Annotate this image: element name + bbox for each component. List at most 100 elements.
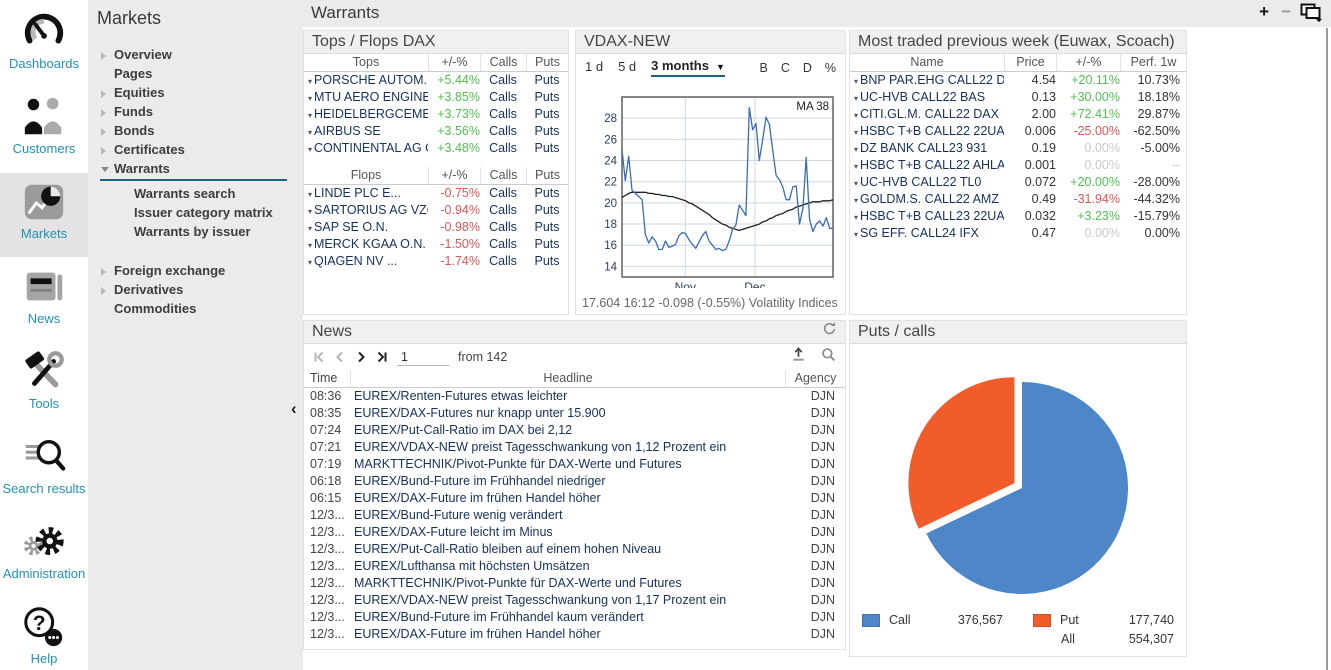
caret-down-icon[interactable]: ▾: [854, 128, 859, 137]
nav-item-derivatives[interactable]: Derivatives: [88, 280, 303, 299]
calls-link[interactable]: Calls: [489, 141, 517, 155]
sidebar-item-customers[interactable]: Customers: [0, 88, 88, 172]
instrument-link[interactable]: UC-HVB CALL22 TL0: [860, 175, 982, 189]
chart-button-d[interactable]: D: [802, 60, 812, 75]
calls-link[interactable]: Calls: [489, 124, 517, 138]
caret-down-icon[interactable]: ▾: [308, 258, 313, 267]
news-headline-link[interactable]: EUREX/DAX-Future im frühen Handel höher: [354, 627, 601, 641]
calls-link[interactable]: Calls: [489, 237, 517, 251]
caret-down-icon[interactable]: ▾: [854, 213, 859, 222]
news-headline-link[interactable]: EUREX/Renten-Futures etwas leichter: [354, 389, 568, 403]
next-page-button[interactable]: [355, 351, 367, 363]
caret-down-icon[interactable]: ▾: [308, 77, 313, 86]
puts-link[interactable]: Puts: [534, 220, 560, 234]
news-headline-link[interactable]: MARKTTECHNIK/Pivot-Punkte für DAX-Werte …: [354, 576, 682, 590]
last-page-button[interactable]: [376, 351, 388, 363]
chart-button-c[interactable]: C: [780, 60, 790, 75]
nav-item-commodities[interactable]: Commodities: [88, 299, 303, 318]
instrument-link[interactable]: HSBC T+B CALL22 AHLA: [860, 158, 1004, 172]
sidebar-item-administration[interactable]: Administration: [0, 513, 88, 597]
instrument-link[interactable]: HSBC T+B CALL22 22UA: [860, 124, 1004, 138]
puts-link[interactable]: Puts: [534, 141, 560, 155]
news-headline-link[interactable]: EUREX/Bund-Future wenig verändert: [354, 508, 563, 522]
instrument-link[interactable]: MTU AERO ENGINES N...: [314, 90, 428, 104]
calls-link[interactable]: Calls: [489, 90, 517, 104]
chart-button-b[interactable]: B: [759, 60, 768, 75]
puts-link[interactable]: Puts: [534, 203, 560, 217]
puts-link[interactable]: Puts: [534, 90, 560, 104]
layout-windows-icon[interactable]: [1300, 3, 1323, 27]
calls-link[interactable]: Calls: [489, 73, 517, 87]
caret-down-icon[interactable]: ▾: [308, 111, 313, 120]
news-headline-link[interactable]: EUREX/Bund-Future im Frühhandel niedrige…: [354, 474, 606, 488]
sidebar-item-dashboards[interactable]: Dashboards: [0, 3, 88, 87]
puts-link[interactable]: Puts: [534, 254, 560, 268]
instrument-link[interactable]: AIRBUS SE: [314, 124, 381, 138]
nav-item-bonds[interactable]: Bonds: [88, 121, 303, 140]
caret-down-icon[interactable]: ▾: [308, 224, 313, 233]
sidebar-item-markets[interactable]: Markets: [0, 173, 88, 257]
tab-3-months[interactable]: 3 months ▼: [651, 58, 725, 77]
nav-item-equities[interactable]: Equities: [88, 83, 303, 102]
sidebar-item-tools[interactable]: Tools: [0, 343, 88, 427]
chart-button-pct[interactable]: %: [824, 60, 836, 75]
sidebar-item-news[interactable]: News: [0, 258, 88, 342]
tab-1-d[interactable]: 1 d: [585, 59, 604, 74]
calls-link[interactable]: Calls: [489, 220, 517, 234]
puts-link[interactable]: Puts: [534, 186, 560, 200]
news-headline-link[interactable]: EUREX/Bund-Future im Frühhandel kaum ver…: [354, 610, 644, 624]
puts-link[interactable]: Puts: [534, 237, 560, 251]
caret-down-icon[interactable]: ▾: [854, 196, 859, 205]
caret-down-icon[interactable]: ▾: [854, 111, 859, 120]
sidebar-item-search-results[interactable]: Search results: [0, 428, 88, 512]
nav-item-funds[interactable]: Funds: [88, 102, 303, 121]
caret-down-icon[interactable]: ▾: [854, 230, 859, 239]
news-headline-link[interactable]: EUREX/Lufthansa mit höchsten Umsätzen: [354, 559, 590, 573]
previous-page-button[interactable]: [334, 351, 346, 363]
instrument-link[interactable]: BNP PAR.EHG CALL22 DAX: [860, 73, 1004, 87]
calls-link[interactable]: Calls: [489, 254, 517, 268]
instrument-link[interactable]: SG EFF. CALL24 IFX: [860, 226, 979, 240]
news-headline-link[interactable]: EUREX/VDAX-NEW preist Tagesschwankung vo…: [354, 593, 727, 607]
caret-down-icon[interactable]: ▾: [854, 179, 859, 188]
instrument-link[interactable]: SARTORIUS AG VZO O.N.: [314, 203, 428, 217]
caret-down-icon[interactable]: ▾: [308, 207, 313, 216]
calls-link[interactable]: Calls: [489, 107, 517, 121]
news-headline-link[interactable]: EUREX/Put-Call-Ratio bleiben auf einem h…: [354, 542, 662, 556]
caret-down-icon[interactable]: ▾: [854, 145, 859, 154]
news-headline-link[interactable]: EUREX/Put-Call-Ratio im DAX bei 2,12: [354, 423, 573, 437]
minimize-button[interactable]: −: [1281, 2, 1291, 21]
caret-down-icon[interactable]: ▾: [308, 190, 313, 199]
sidebar-item-help[interactable]: ? Help: [0, 598, 88, 670]
calls-link[interactable]: Calls: [489, 186, 517, 200]
puts-link[interactable]: Puts: [534, 107, 560, 121]
calls-link[interactable]: Calls: [489, 203, 517, 217]
caret-down-icon[interactable]: ▾: [308, 128, 313, 137]
nav-item-foreign-exchange[interactable]: Foreign exchange: [88, 261, 303, 280]
instrument-link[interactable]: DZ BANK CALL23 931: [860, 141, 988, 155]
instrument-link[interactable]: UC-HVB CALL22 BAS: [860, 90, 986, 104]
news-headline-link[interactable]: EUREX/DAX-Future im frühen Handel höher: [354, 491, 601, 505]
instrument-link[interactable]: CITI.GL.M. CALL22 DAX: [860, 107, 999, 121]
nav-item-warrants[interactable]: Warrants: [88, 159, 303, 178]
instrument-link[interactable]: PORSCHE AUTOM.HLDG...: [314, 73, 428, 87]
nav-subitem-issuer-category-matrix[interactable]: Issuer category matrix: [134, 205, 273, 220]
caret-down-icon[interactable]: ▾: [308, 94, 313, 103]
first-page-button[interactable]: [313, 351, 325, 363]
caret-down-icon[interactable]: ▾: [308, 241, 313, 250]
nav-item-pages[interactable]: Pages: [88, 64, 303, 83]
instrument-link[interactable]: GOLDM.S. CALL22 AMZ: [860, 192, 999, 206]
instrument-link[interactable]: CONTINENTAL AG O.N.: [314, 141, 428, 155]
news-headline-link[interactable]: MARKTTECHNIK/Pivot-Punkte für DAX-Werte …: [354, 457, 682, 471]
nav-item-overview[interactable]: Overview: [88, 45, 303, 64]
add-dashboard-button[interactable]: +: [1259, 2, 1269, 21]
vertical-scrollbar[interactable]: [1326, 28, 1328, 670]
puts-link[interactable]: Puts: [534, 124, 560, 138]
page-number-input[interactable]: [397, 348, 449, 366]
puts-link[interactable]: Puts: [534, 73, 560, 87]
nav-subitem-warrants-search[interactable]: Warrants search: [134, 186, 236, 201]
instrument-link[interactable]: HSBC T+B CALL23 22UA: [860, 209, 1004, 223]
nav-subitem-warrants-by-issuer[interactable]: Warrants by issuer: [134, 224, 251, 239]
caret-down-icon[interactable]: ▾: [308, 145, 313, 154]
instrument-link[interactable]: MERCK KGAA O.N.: [314, 237, 426, 251]
